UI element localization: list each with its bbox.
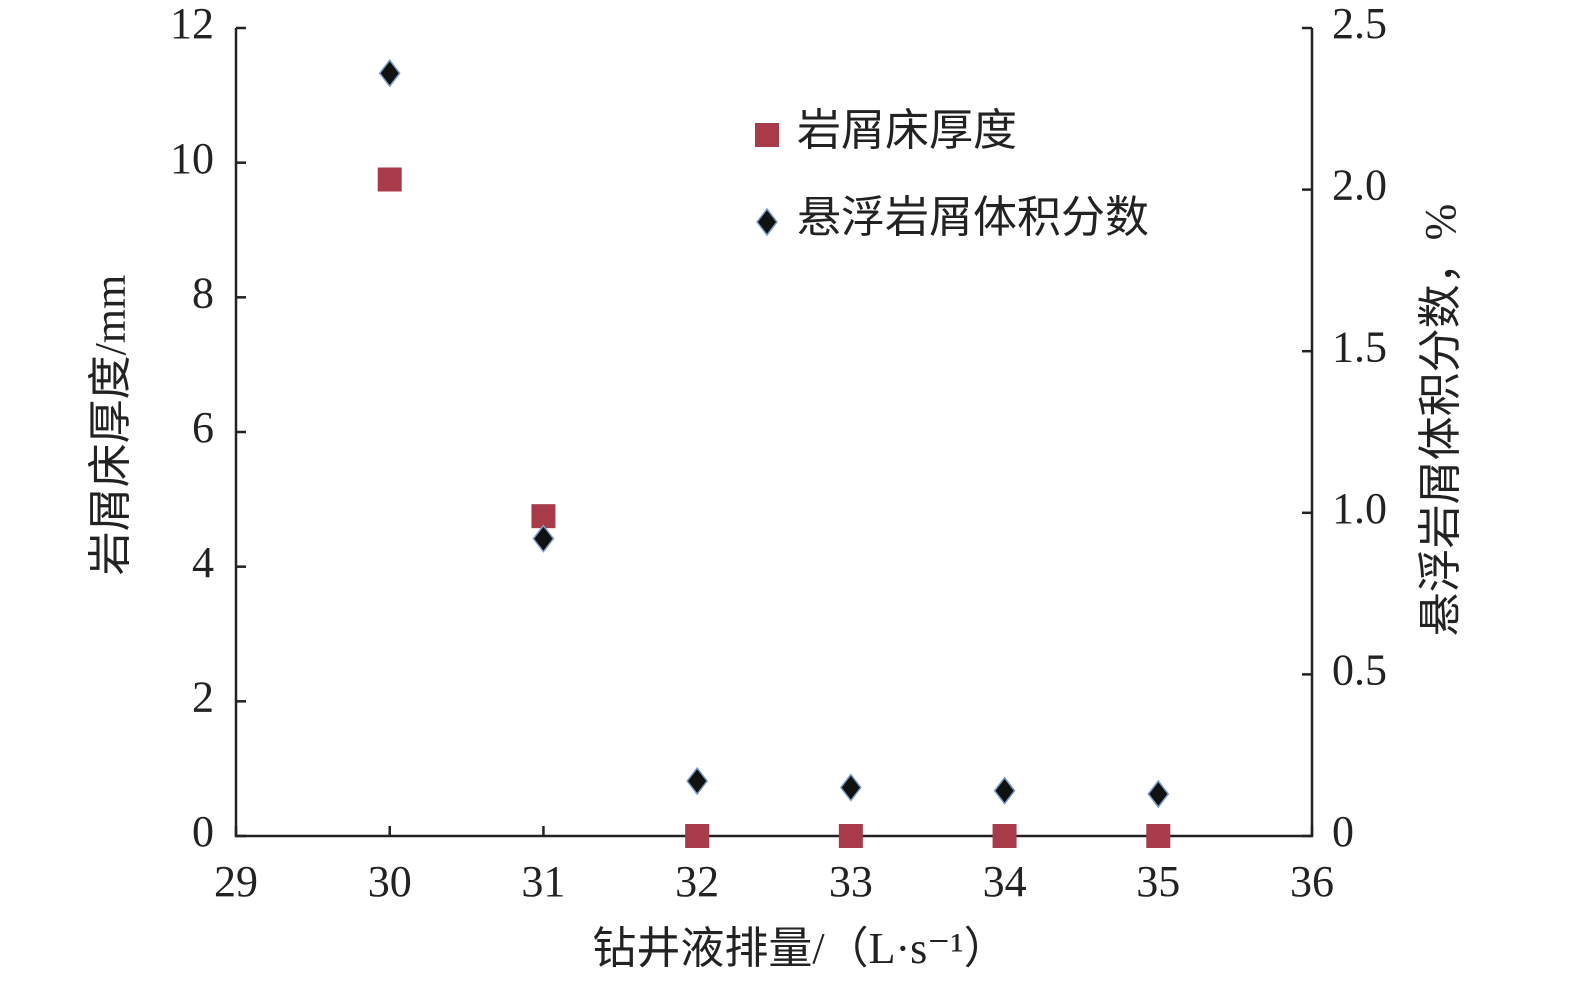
y2-tick-label: 0.5 [1332,645,1387,694]
y-tick-label: 8 [192,268,214,317]
legend-label: 岩屑床厚度 [797,106,1017,155]
y-tick-label: 0 [192,807,214,856]
y-tick-label: 12 [170,0,214,48]
y2-tick-label: 1.5 [1332,322,1387,371]
x-tick-label: 36 [1290,857,1334,906]
legend-marker [756,207,778,237]
y-tick-label: 10 [170,134,214,183]
x-tick-label: 31 [521,857,565,906]
point [686,766,709,796]
y-tick-label: 4 [192,538,214,587]
point [531,504,556,529]
y-axis-label: 岩屑床厚度/mm [86,275,135,576]
y2-tick-label: 1.0 [1332,484,1387,533]
point [993,776,1016,805]
y-tick-label: 2 [192,672,214,721]
x-tick-label: 34 [983,857,1027,906]
point [839,773,862,802]
y2-tick-label: 2.5 [1332,0,1387,48]
legend-label: 悬浮岩屑体积分数 [797,193,1149,242]
point [378,59,401,88]
x-axis-label: 钻井液排量/（L·s⁻¹） [592,924,1007,973]
point [838,824,863,848]
point [532,524,555,553]
y-tick-label: 6 [192,403,214,452]
x-tick-label: 32 [675,857,719,906]
point [1147,779,1170,809]
y2-axis-label: 悬浮岩屑体积分数，% [1416,204,1465,637]
x-tick-label: 35 [1136,857,1180,906]
y2-tick-label: 0 [1332,807,1354,856]
axis-frame [234,28,1314,838]
legend-marker [755,123,779,147]
point [992,824,1017,848]
y2-tick-label: 2.0 [1332,161,1387,210]
point [1146,824,1171,848]
point [685,824,710,848]
point [377,167,402,192]
x-tick-label: 33 [829,857,873,906]
x-tick-label: 29 [214,857,258,906]
x-tick-label: 30 [368,857,412,906]
